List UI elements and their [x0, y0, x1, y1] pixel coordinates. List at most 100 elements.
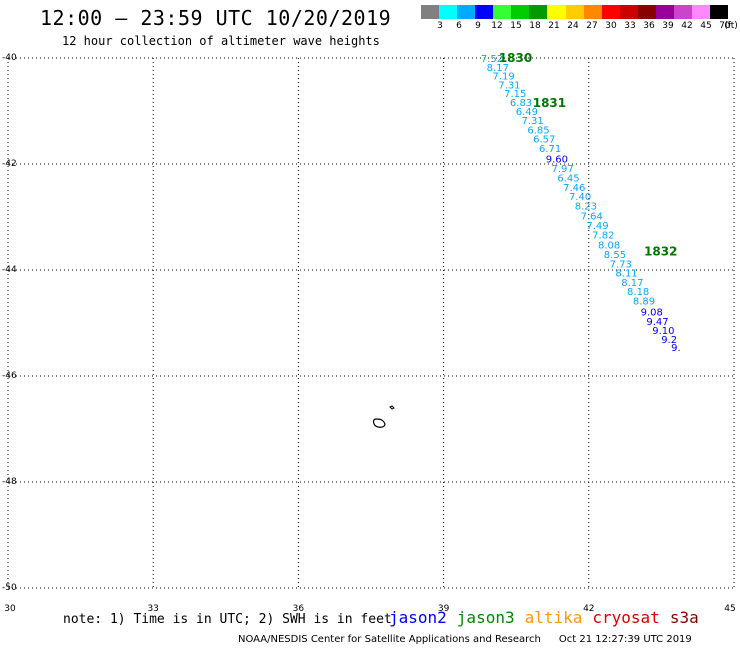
wave-height-color-scale: 3 6 9 12 15 18 21 24 27 30 33 36 39 42 45 70 (ft) [421, 5, 738, 36]
scale-label: 36 [643, 21, 655, 31]
wave-height-value: 7.46 [563, 183, 585, 194]
scale-label: 27 [586, 21, 598, 31]
scale-label: 9 [475, 21, 481, 31]
scale-label: 12 [491, 21, 503, 31]
longitude-label: 45 [724, 604, 736, 614]
scale-swatch [710, 5, 729, 19]
wave-height-value: 7.82 [592, 230, 614, 241]
scale-swatch [637, 5, 656, 19]
latitude-label: -48 [2, 477, 17, 487]
satellite-altika: altika [524, 608, 583, 627]
track-time-labels: 1830 1831 1832 [499, 51, 678, 258]
map-subtitle: 12 hour collection of altimeter wave hei… [62, 34, 380, 48]
scale-swatch [673, 5, 692, 19]
scale-swatch [565, 5, 584, 19]
longitude-label: 33 [147, 604, 159, 614]
scale-swatch [475, 5, 494, 19]
satellite-s3a: s3a [669, 608, 699, 627]
map-title: 12:00 – 23:59 UTC 10/20/2019 [40, 6, 392, 30]
scale-swatch [421, 5, 440, 19]
scale-label: 70 [719, 21, 731, 31]
track-time-label: 1831 [533, 96, 566, 110]
satellite-jason2: jason2 [389, 608, 447, 627]
scale-label: 18 [529, 21, 541, 31]
wave-height-value: 8.23 [575, 201, 597, 212]
wave-height-value: 6.57 [533, 135, 555, 146]
latitude-label: -50 [2, 583, 17, 593]
scale-label: 42 [681, 21, 693, 31]
scale-label: 3 [437, 21, 443, 31]
footer-note: note: 1) Time is in UTC; 2) SWH is in fe… [63, 612, 392, 627]
longitude-label: 39 [437, 604, 450, 614]
track-time-label: 1830 [499, 51, 532, 65]
track-time-label: 1832 [644, 244, 677, 258]
scale-label: 39 [662, 21, 674, 31]
wave-height-value: 9.47 [646, 317, 668, 328]
wave-height-value: 8.89 [633, 297, 655, 308]
scale-swatch [493, 5, 512, 19]
scale-swatch [439, 5, 458, 19]
wave-height-value: 8.55 [604, 250, 626, 261]
latitude-label: -46 [2, 371, 17, 381]
wave-height-value: 7.97 [552, 164, 574, 175]
generated-timestamp: Oct 21 12:27:39 UTC 2019 [558, 634, 692, 645]
longitude-label: 30 [4, 604, 16, 614]
scale-swatch [511, 5, 530, 19]
wave-height-value: 6.83 [510, 98, 532, 109]
scale-swatch [691, 5, 710, 19]
island-outline [389, 405, 395, 410]
scale-swatch [547, 5, 566, 19]
wave-height-value: 8.17 [487, 63, 509, 74]
latitude-label: -44 [2, 265, 17, 275]
scale-label: 45 [700, 21, 712, 31]
wave-height-value: 7.15 [504, 89, 526, 100]
wave-height-value: 9. [671, 343, 681, 354]
credit-line: NOAA/NESDIS Center for Satellite Applica… [238, 634, 692, 645]
scale-label: 15 [510, 21, 522, 31]
wave-height-value: 7.31 [522, 116, 544, 127]
scale-label: 6 [456, 21, 462, 31]
scale-swatch [619, 5, 638, 19]
island-outlines [372, 405, 395, 428]
scale-label: 33 [624, 21, 636, 31]
wave-height-value: 7.40 [569, 192, 591, 203]
latitude-label: -42 [2, 159, 17, 169]
track-values: 7.528.177.197.317.156.836.497.316.856.57… [481, 54, 681, 354]
wave-height-value: 9.60 [546, 155, 568, 166]
latitude-label: -40 [2, 53, 17, 63]
longitude-label: 36 [292, 604, 305, 614]
island-outline [372, 418, 386, 428]
lat-lon-grid [7, 57, 735, 589]
scale-swatch [655, 5, 674, 19]
scale-label: 30 [605, 21, 617, 31]
wave-height-value: 7.64 [581, 211, 603, 222]
wave-height-value: 7.31 [498, 81, 520, 92]
color-scale-swatches [421, 5, 729, 19]
satellite-jason3: jason3 [456, 608, 515, 627]
wave-height-value: 7.73 [610, 260, 632, 271]
scale-swatch [601, 5, 620, 19]
wave-height-value: 9.2 [661, 335, 677, 346]
wave-height-value: 6.45 [557, 173, 579, 184]
satellite-cryosat: cryosat [592, 608, 660, 627]
credit-text: NOAA/NESDIS Center for Satellite Applica… [238, 634, 541, 645]
longitude-label: 42 [583, 604, 595, 614]
wave-height-value: 6.49 [516, 107, 538, 118]
wave-height-value: 7.19 [492, 71, 514, 82]
wave-height-value: 6.71 [539, 144, 561, 155]
color-scale-labels: 3 6 9 12 15 18 21 24 27 30 33 36 39 42 45 70 (ft) [421, 19, 738, 33]
wave-height-value: 9.08 [641, 307, 663, 318]
scale-label: 24 [567, 21, 579, 31]
wave-height-value: 9.10 [652, 326, 674, 337]
wave-height-value: 8.17 [621, 278, 643, 289]
wave-height-value: 8.18 [627, 287, 649, 298]
scale-swatch [529, 5, 548, 19]
scale-swatch [583, 5, 602, 19]
wave-height-value: 6.85 [527, 126, 549, 137]
scale-unit: (ft) [724, 21, 738, 31]
wave-height-value: 8.11 [615, 269, 637, 280]
satellite-legend: jason2 jason3 altika cryosat s3a [389, 608, 709, 627]
wave-height-value: 7.49 [586, 221, 608, 232]
scale-swatch [457, 5, 476, 19]
